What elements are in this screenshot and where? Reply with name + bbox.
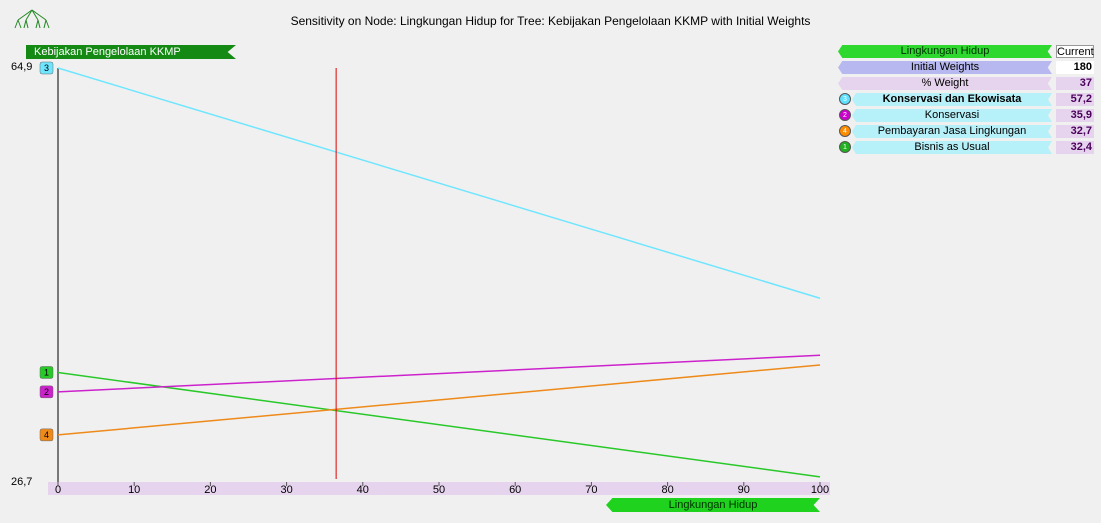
initial-weights-row: Initial Weights 180 — [838, 61, 1096, 75]
alternative-value: 32,4 — [1056, 141, 1094, 154]
current-column-header: Current — [1056, 45, 1094, 58]
legend-item-alternative-2[interactable]: 2 Konservasi 35,9 — [838, 109, 1096, 123]
alternative-label: Pembayaran Jasa Lingkungan — [852, 125, 1052, 138]
y-min-label: 26,7 — [11, 476, 33, 488]
pct-weight-value: 37 — [1056, 77, 1094, 90]
series-marker-label: 1 — [44, 367, 49, 377]
node-name-bar[interactable]: Lingkungan Hidup — [838, 45, 1052, 58]
series-line-2 — [57, 354, 821, 393]
legend-item-alternative-1[interactable]: 1 Bisnis as Usual 32,4 — [838, 141, 1096, 155]
alternative-badge-icon: 1 — [839, 141, 851, 153]
x-tick-label: 40 — [357, 484, 369, 496]
x-tick-label: 50 — [433, 484, 445, 496]
x-tick-label: 10 — [128, 484, 140, 496]
x-tick-label: 90 — [738, 484, 750, 496]
alternative-badge-icon: 2 — [839, 109, 851, 121]
alternative-value: 57,2 — [1056, 93, 1094, 106]
series-marker-label: 4 — [44, 430, 49, 440]
alternative-label: Konservasi dan Ekowisata — [852, 93, 1052, 106]
initial-weights-label[interactable]: Initial Weights — [838, 61, 1052, 74]
alternative-value: 32,7 — [1056, 125, 1094, 138]
legend-item-alternative-4[interactable]: 4 Pembayaran Jasa Lingkungan 32,7 — [838, 125, 1096, 139]
tree-icon — [14, 9, 50, 29]
legend-panel: Lingkungan Hidup Current Initial Weights… — [838, 45, 1096, 157]
pct-weight-row: % Weight 37 — [838, 77, 1096, 91]
x-tick-label: 20 — [204, 484, 216, 496]
series-marker-1 — [39, 366, 54, 379]
legend-header-row: Lingkungan Hidup Current — [838, 45, 1096, 59]
y-max-label: 64,9 — [11, 61, 33, 73]
alternative-value: 35,9 — [1056, 109, 1094, 122]
page-title: Sensitivity on Node: Lingkungan Hidup fo… — [290, 14, 811, 28]
pct-weight-label[interactable]: % Weight — [838, 77, 1052, 90]
x-tick-label: 0 — [55, 484, 61, 496]
series-marker-label: 2 — [44, 387, 49, 397]
series-marker-label: 3 — [44, 63, 49, 73]
alternative-badge-icon: 3 — [839, 93, 851, 105]
series-marker-2 — [39, 385, 54, 399]
x-tick-label: 60 — [509, 484, 521, 496]
series-line-3 — [57, 67, 821, 299]
series-marker-3 — [39, 61, 54, 75]
x-tick-label: 80 — [661, 484, 673, 496]
x-tick-label: 100 — [811, 484, 829, 496]
x-axis-band — [48, 482, 830, 495]
alternative-badge-icon: 4 — [839, 125, 851, 137]
series-line-4 — [57, 364, 821, 436]
x-tick-label: 70 — [585, 484, 597, 496]
x-tick-label: 30 — [280, 484, 292, 496]
series-line-1 — [57, 371, 821, 478]
legend-item-alternative-3[interactable]: 3 Konservasi dan Ekowisata 57,2 — [838, 93, 1096, 107]
x-axis-node-tag[interactable]: Lingkungan Hidup — [606, 498, 820, 512]
alternative-label: Konservasi — [852, 109, 1052, 122]
alternative-label: Bisnis as Usual — [852, 141, 1052, 154]
initial-weights-value: 180 — [1056, 61, 1094, 74]
tree-name-tag[interactable]: Kebijakan Pengelolaan KKMP — [26, 45, 236, 59]
series-marker-4 — [39, 428, 54, 442]
